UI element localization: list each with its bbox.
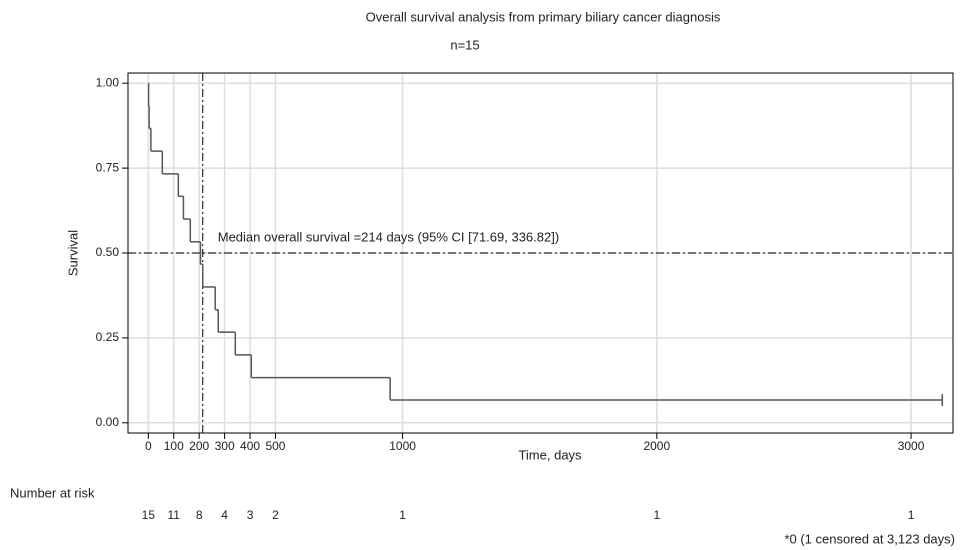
x-tick-label: 3000 [898, 439, 925, 453]
y-tick-label: 0.75 [96, 160, 120, 174]
y-tick-label: 1.00 [96, 75, 120, 89]
x-tick-label: 500 [265, 439, 285, 453]
y-axis-label: Survival [65, 230, 80, 276]
risk-count: 15 [142, 508, 156, 522]
y-tick-label: 0.50 [96, 245, 120, 259]
x-tick-label: 100 [164, 439, 184, 453]
x-tick-label: 1000 [389, 439, 416, 453]
risk-count: 2 [272, 508, 279, 522]
chart-title: Overall survival analysis from primary b… [366, 9, 721, 24]
x-tick-label: 2000 [643, 439, 670, 453]
risk-count: 11 [168, 508, 181, 522]
risk-count: 3 [247, 508, 254, 522]
risk-count: 8 [196, 508, 203, 522]
x-tick-label: 400 [240, 439, 260, 453]
chart-subtitle: n=15 [450, 37, 479, 52]
footnote: *0 (1 censored at 3,123 days) [784, 531, 955, 546]
x-axis-label: Time, days [518, 447, 582, 462]
x-tick-label: 300 [215, 439, 235, 453]
x-tick-label: 0 [145, 439, 152, 453]
median-annotation: Median overall survival =214 days (95% C… [218, 229, 559, 244]
x-tick-label: 200 [189, 439, 209, 453]
y-tick-label: 0.25 [96, 330, 120, 344]
risk-count: 1 [908, 508, 915, 522]
risk-count: 4 [221, 508, 228, 522]
risk-table-title: Number at risk [10, 485, 95, 500]
risk-count: 1 [399, 508, 406, 522]
risk-count: 1 [653, 508, 660, 522]
y-tick-label: 0.00 [96, 415, 120, 429]
